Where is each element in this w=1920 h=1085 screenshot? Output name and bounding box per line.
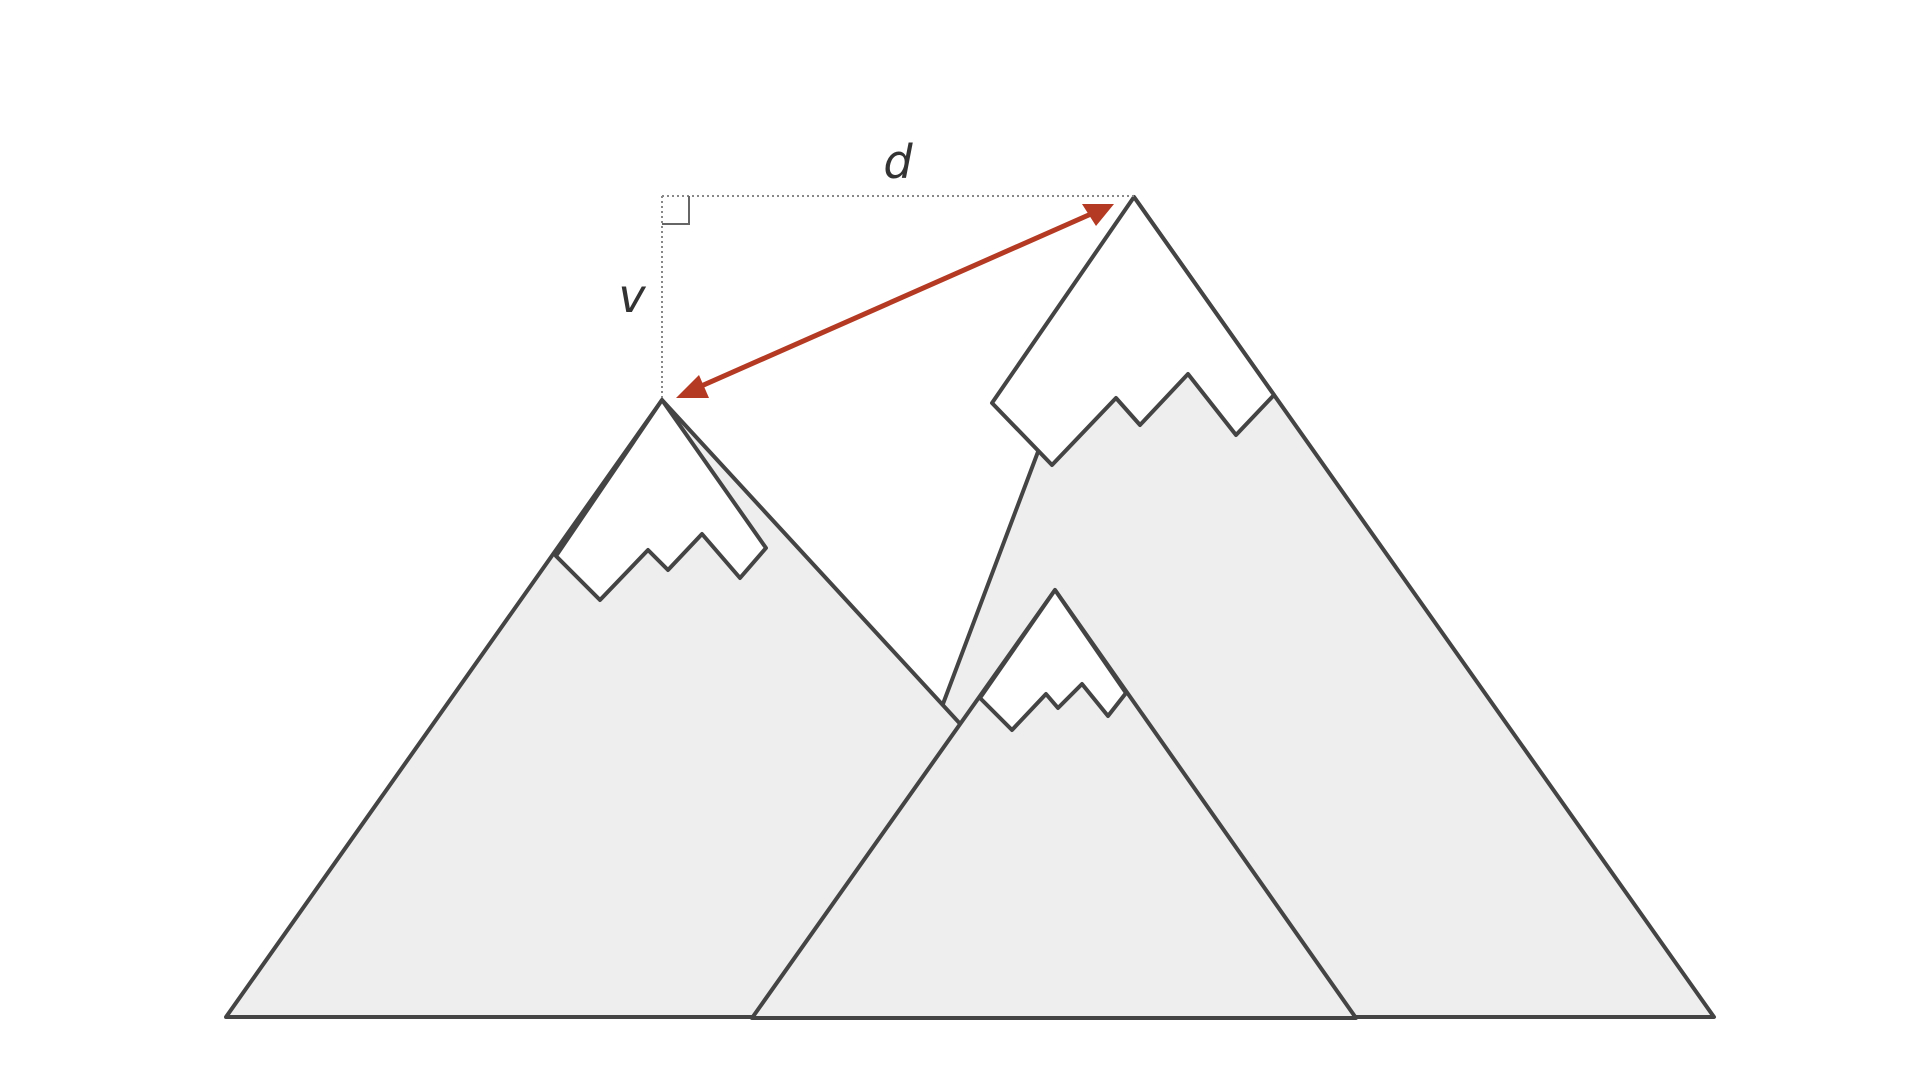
distance-arrow-head-right	[1082, 204, 1114, 226]
label-v: v	[618, 269, 646, 323]
distance-arrow-head-left	[676, 375, 709, 398]
label-d: d	[883, 135, 913, 189]
right-mountain-snowcap	[990, 195, 1276, 467]
front-mountain	[750, 588, 1358, 1020]
left-mountain-snowcap	[554, 398, 768, 602]
front-mountain-snowcap	[978, 588, 1128, 732]
right-angle-marker	[662, 196, 690, 225]
distance-arrow	[688, 207, 1102, 394]
